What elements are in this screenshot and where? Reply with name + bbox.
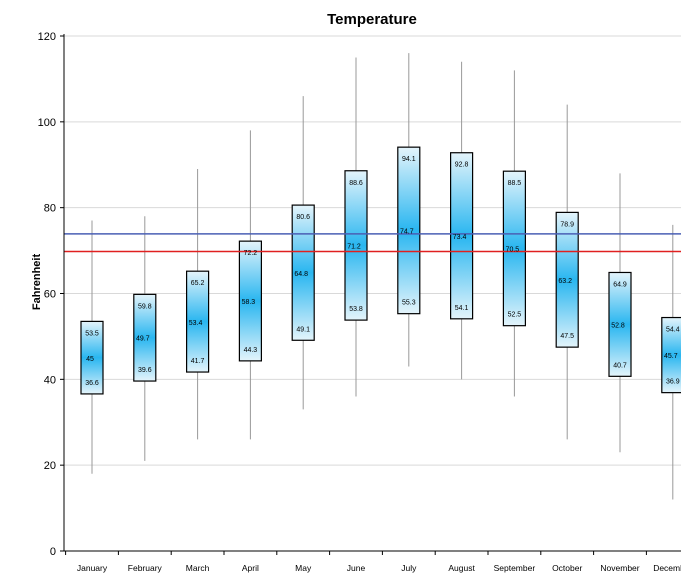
box-median-label: 63.2 [558,278,572,285]
box-june [344,170,368,321]
box-median-label: 74.7 [400,228,414,235]
x-tick-label: September [494,563,536,573]
y-axis-label: Fahrenheit [31,254,43,311]
x-tick-label: July [401,563,417,573]
box-march [186,270,210,373]
box-july [397,146,421,315]
x-tick-label: August [448,563,475,573]
y-tick-label: 20 [44,460,56,472]
y-tick-label: 60 [44,289,56,301]
gridlines [64,35,681,466]
box-q3-label: 92.8 [455,162,469,169]
y-tick-label: 80 [44,203,56,215]
box-february [133,293,157,382]
box-q1-label: 36.6 [85,380,99,387]
x-tick-label: April [242,563,259,573]
box-q1-label: 52.5 [508,312,522,319]
y-tick-label: 0 [50,546,56,558]
box-q3-label: 59.8 [138,303,152,310]
box-september [502,170,526,327]
y-tick-label: 120 [38,31,56,43]
box-december [661,316,681,394]
box-q3-label: 80.6 [296,214,310,221]
box-q3-label: 94.1 [402,156,416,163]
box-q3-label: 53.5 [85,330,99,337]
box-q1-label: 40.7 [613,362,627,369]
box-q3-label: 54.4 [666,327,680,334]
box-q1-label: 55.3 [402,300,416,307]
box-q3-label: 78.9 [560,221,574,228]
box-median-label: 45.7 [664,353,678,360]
box-q1-label: 36.9 [666,379,680,386]
box-median-label: 73.4 [453,234,467,241]
x-tick-label: June [347,563,366,573]
reference-lines [64,233,681,253]
box-q3-label: 65.2 [191,280,205,287]
box-median-label: 49.7 [136,336,150,343]
box-q3-label: 88.6 [349,180,363,187]
box-april [238,240,262,362]
box-q1-label: 47.5 [560,333,574,340]
x-tick-label: December [653,563,681,573]
x-tick-label: January [77,563,108,573]
axes [63,34,681,552]
box-october [555,211,579,348]
x-tick-label: May [295,563,312,573]
box-q3-label: 64.9 [613,281,627,288]
box-january [80,320,104,395]
box-median-label: 64.8 [294,271,308,278]
box-q1-label: 44.3 [244,347,258,354]
box-q1-label: 41.7 [191,358,205,365]
box-may [291,204,315,341]
box-labels: 53.5 45 36.6 59.8 49.7 39.6 65.2 53.4 41.7 72.2 58… [85,156,680,387]
chart-title: Temperature [327,11,417,28]
box-q3-label: 88.5 [508,180,522,187]
x-tick-label: October [552,563,582,573]
box-q1-label: 54.1 [455,305,469,312]
box-median-label: 52.8 [611,322,625,329]
x-tick-label: November [600,563,639,573]
whiskers [91,53,674,500]
box-q3-label: 72.2 [244,250,258,257]
box-november [608,271,632,377]
y-tick-label: 40 [44,374,56,386]
x-tick-label: February [128,563,163,573]
box-q1-label: 53.8 [349,306,363,313]
box-august [450,152,474,320]
box-median-label: 58.3 [242,299,256,306]
y-tick-label: 100 [38,117,56,129]
y-axis-ticks: 0 20 40 60 80 100 120 [38,31,64,558]
box-median-label: 53.4 [189,320,203,327]
box-q1-label: 49.1 [296,326,310,333]
box-median-label: 45 [86,356,94,363]
x-tick-label: March [186,563,210,573]
box-median-label: 70.5 [506,246,520,253]
x-axis-ticks: January February March April May June July Augu… [65,551,681,573]
box-median-label: 71.2 [347,243,361,250]
box-q1-label: 39.6 [138,367,152,374]
boxes [80,146,681,395]
